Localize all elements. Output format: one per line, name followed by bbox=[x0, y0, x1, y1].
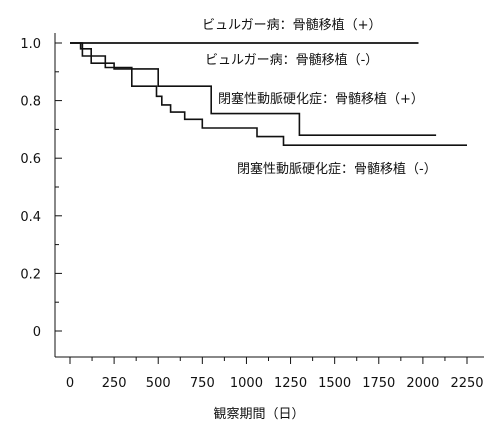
x-tick-label: 500 bbox=[146, 376, 171, 391]
y-tick-label: 0.2 bbox=[20, 267, 41, 282]
x-tick-label: 1750 bbox=[362, 376, 395, 391]
y-tick-label: 0.6 bbox=[20, 152, 41, 167]
x-axis-title: 観察期間（日） bbox=[213, 407, 304, 422]
x-tick-label: 1500 bbox=[318, 376, 351, 391]
axes: 0 0.2 0.4 0.6 0.8 1.0 0 250 500 750 1000 1250 1500 17… bbox=[20, 33, 484, 391]
x-tick-label: 0 bbox=[66, 376, 74, 391]
x-tick-label: 1250 bbox=[274, 376, 307, 391]
x-tick-label: 2000 bbox=[406, 376, 439, 391]
x-tick-label: 250 bbox=[102, 376, 127, 391]
series-line-4 bbox=[70, 42, 467, 146]
series-lines bbox=[70, 42, 467, 146]
series-labels: ビュルガー病：骨髄移植（+） ビュルガー病：骨髄移植（-） 閉塞性動脈硬化症：骨髄移… bbox=[202, 18, 437, 177]
series-label-3: 閉塞性動脈硬化症：骨髄移植（+） bbox=[218, 91, 424, 107]
y-tick-label: 0.8 bbox=[20, 95, 41, 110]
y-tick-label: 0 bbox=[33, 325, 41, 340]
y-tick-label: 0.4 bbox=[20, 210, 41, 225]
series-label-1: ビュルガー病：骨髄移植（+） bbox=[202, 18, 382, 33]
x-tick-label: 1000 bbox=[230, 376, 263, 391]
series-label-2: ビュルガー病：骨髄移植（-） bbox=[205, 53, 378, 68]
series-label-4: 閉塞性動脈硬化症：骨髄移植（-） bbox=[237, 161, 437, 177]
x-tick-label: 750 bbox=[190, 376, 215, 391]
y-tick-label: 1.0 bbox=[20, 37, 41, 52]
x-tick-label: 2250 bbox=[450, 376, 483, 391]
